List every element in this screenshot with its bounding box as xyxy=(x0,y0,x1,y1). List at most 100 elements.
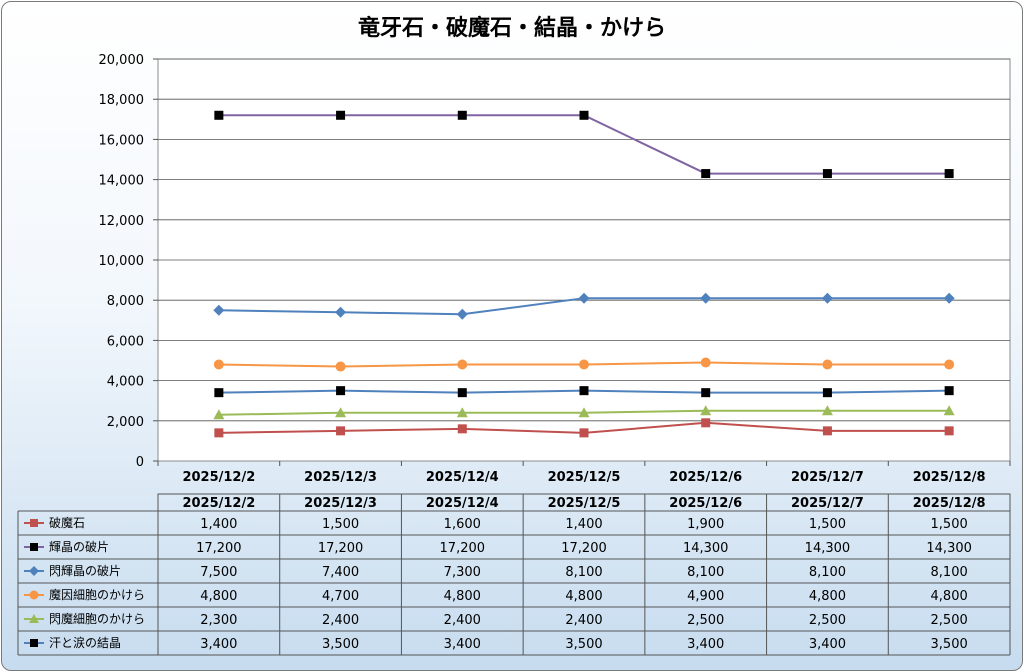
marker-circle xyxy=(822,359,833,370)
legend-entry: 汗と涙の結晶 xyxy=(49,635,121,650)
marker-square xyxy=(944,386,954,396)
x-tick-label: 2025/12/7 xyxy=(791,470,864,485)
marker-square xyxy=(822,169,832,179)
table-cell: 1,600 xyxy=(444,517,481,532)
table-cell: 14,300 xyxy=(805,541,851,556)
table-cell: 2,400 xyxy=(322,613,359,628)
series-6 xyxy=(214,386,954,398)
marker-triangle xyxy=(578,407,590,418)
marker-circle xyxy=(213,359,224,370)
table-cell: 2,500 xyxy=(809,613,846,628)
table-cell: 1,400 xyxy=(565,517,602,532)
legend-entry: 輝晶の破片 xyxy=(49,539,109,554)
marker-circle xyxy=(700,357,711,368)
marker-square xyxy=(214,428,224,438)
table-cell: 14,300 xyxy=(683,541,729,556)
table-header-cell: 2025/12/7 xyxy=(791,496,864,511)
marker-square xyxy=(214,110,224,120)
marker-square xyxy=(944,426,954,436)
y-tick-label: 8,000 xyxy=(107,294,144,309)
table-cell: 1,900 xyxy=(687,517,724,532)
marker-triangle xyxy=(943,405,955,416)
table-cell: 4,800 xyxy=(931,589,968,604)
marker-square xyxy=(457,424,467,434)
y-tick-label: 16,000 xyxy=(99,133,145,148)
table-cell: 3,400 xyxy=(809,637,846,652)
table-cell: 17,200 xyxy=(318,541,364,556)
marker-square xyxy=(30,519,38,527)
table-cell: 4,700 xyxy=(322,589,359,604)
table-cell: 7,300 xyxy=(444,565,481,580)
series-4 xyxy=(213,357,955,372)
y-tick-label: 20,000 xyxy=(99,53,145,68)
table-header-cell: 2025/12/4 xyxy=(426,496,499,511)
table-cell: 1,400 xyxy=(200,517,237,532)
y-tick-label: 18,000 xyxy=(99,93,145,108)
marker-triangle xyxy=(29,614,39,623)
series-2 xyxy=(214,110,954,179)
table-cell: 7,500 xyxy=(200,565,237,580)
x-tick-label: 2025/12/6 xyxy=(669,470,742,485)
marker-square xyxy=(579,428,589,438)
marker-square xyxy=(336,426,346,436)
marker-diamond xyxy=(213,304,225,316)
table-header-cell: 2025/12/5 xyxy=(548,496,621,511)
table-header-cell: 2025/12/3 xyxy=(304,496,377,511)
table-cell: 3,500 xyxy=(565,637,602,652)
table-header-cell: 2025/12/6 xyxy=(669,496,742,511)
table-cell: 2,400 xyxy=(444,613,481,628)
table-header-cell: 2025/12/2 xyxy=(182,496,255,511)
marker-triangle xyxy=(821,405,833,416)
table-cell: 3,400 xyxy=(200,637,237,652)
table-cell: 17,200 xyxy=(196,541,242,556)
legend-entry: 閃魔細胞のかけら xyxy=(49,611,145,626)
data-table: 2025/12/2 2025/12/3 2025/12/4 2025/12/5 2025… xyxy=(17,493,1011,656)
marker-square xyxy=(457,110,467,120)
y-tick-label: 14,000 xyxy=(99,174,145,189)
y-tick-label: 12,000 xyxy=(99,214,145,229)
table-cell: 8,100 xyxy=(931,565,968,580)
table-cell: 3,400 xyxy=(444,637,481,652)
legend-entry: 破魔石 xyxy=(49,515,85,530)
marker-circle xyxy=(944,359,955,370)
table-cell: 1,500 xyxy=(809,517,846,532)
table-cell: 4,800 xyxy=(565,589,602,604)
y-tick-label: 6,000 xyxy=(107,334,144,349)
marker-square xyxy=(701,388,711,398)
marker-diamond xyxy=(29,566,39,576)
marker-diamond xyxy=(335,306,347,318)
table-cell: 17,200 xyxy=(440,541,486,556)
table-cell: 4,800 xyxy=(809,589,846,604)
table-header-cell: 2025/12/8 xyxy=(913,496,986,511)
x-tick-label: 2025/12/4 xyxy=(426,470,499,485)
marker-square xyxy=(214,388,224,398)
marker-square xyxy=(457,388,467,398)
y-tick-label: 0 xyxy=(136,455,144,470)
x-tick-label: 2025/12/8 xyxy=(913,470,986,485)
marker-circle xyxy=(335,361,346,372)
legend-entry: 閃輝晶の破片 xyxy=(49,563,121,578)
x-tick-label: 2025/12/3 xyxy=(304,470,377,485)
table-cell: 1,500 xyxy=(931,517,968,532)
marker-square xyxy=(822,426,832,436)
table-cell: 4,800 xyxy=(200,589,237,604)
marker-square xyxy=(336,110,346,120)
marker-square xyxy=(944,169,954,179)
table-cell: 8,100 xyxy=(565,565,602,580)
y-tick-label: 4,000 xyxy=(107,375,144,390)
marker-triangle xyxy=(335,407,347,418)
marker-diamond xyxy=(456,308,468,320)
table-cell: 3,500 xyxy=(322,637,359,652)
marker-diamond xyxy=(821,292,833,304)
table-cell: 17,200 xyxy=(561,541,607,556)
series-5 xyxy=(213,405,955,420)
marker-triangle xyxy=(213,409,225,420)
y-tick-label: 2,000 xyxy=(107,415,144,430)
y-tick-label: 10,000 xyxy=(99,254,145,269)
marker-circle xyxy=(457,359,468,370)
marker-triangle xyxy=(456,407,468,418)
series-3 xyxy=(213,292,955,320)
table-cell: 3,500 xyxy=(931,637,968,652)
table-cell: 2,500 xyxy=(687,613,724,628)
